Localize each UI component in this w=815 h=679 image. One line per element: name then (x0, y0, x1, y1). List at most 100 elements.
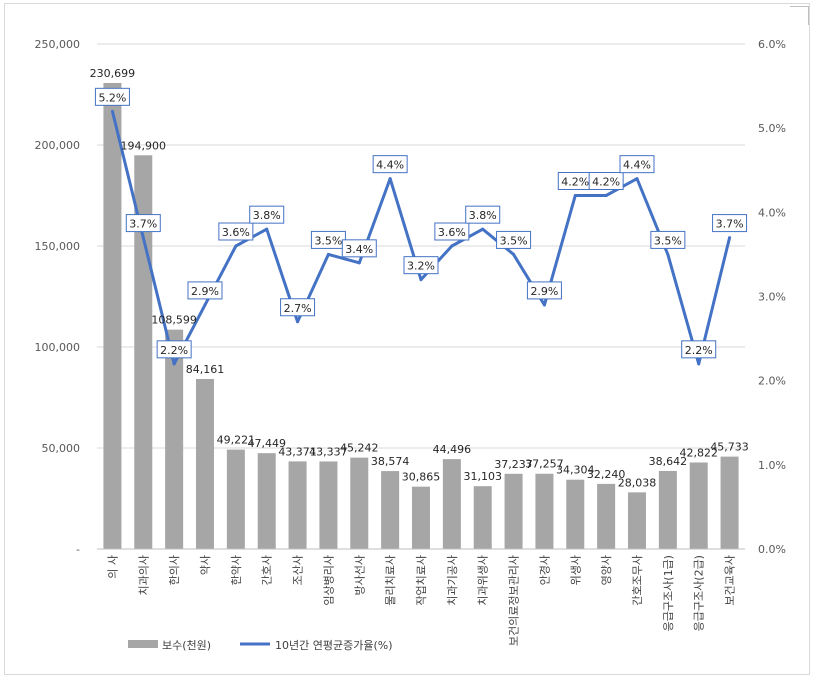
bar (628, 492, 646, 549)
line-data-label: 4.4% (623, 159, 651, 172)
bar-data-label: 38,642 (649, 455, 688, 468)
x-category-label: 의 사 (106, 555, 119, 579)
bar-data-label: 44,496 (433, 443, 472, 456)
legend-bar-swatch (128, 640, 158, 648)
line-point (172, 362, 176, 366)
bar-data-label: 45,242 (340, 442, 379, 455)
x-category-label: 응급구조사(1급) (662, 555, 675, 631)
line-data-label: 2.7% (284, 302, 312, 315)
bar (535, 473, 554, 549)
line-point (573, 194, 577, 197)
line-label-box (94, 87, 130, 106)
line-point (666, 252, 670, 256)
bar-data-label: 84,161 (186, 363, 225, 376)
bar (504, 473, 523, 549)
legend-line-label: 10년간 연평균증가율(%) (275, 639, 393, 652)
x-category-label: 조산사 (292, 555, 305, 585)
x-category-label: 임상병리사 (322, 555, 335, 606)
x-category-label: 물리치료사 (384, 555, 397, 606)
bar-data-label: 32,240 (587, 468, 626, 481)
line-point (141, 236, 145, 240)
line-label-box (619, 155, 655, 174)
line-label-box (650, 230, 686, 249)
bar (288, 461, 307, 549)
bar (597, 483, 616, 549)
line-point (635, 177, 639, 181)
y-right-tick-label: 6.0% (758, 38, 786, 51)
bar-data-label: 45,733 (710, 441, 749, 454)
line-series (110, 109, 732, 366)
line-label-box (125, 214, 161, 233)
bar (720, 456, 739, 549)
line-label-box (712, 214, 748, 233)
bar (350, 457, 369, 549)
line-data-label: 4.4% (376, 159, 404, 172)
line-label-box (465, 205, 501, 224)
data-labels: 230,699194,900108,59984,16149,22147,4494… (90, 67, 749, 489)
bar (412, 486, 430, 549)
line-point (265, 227, 269, 231)
line-label-box (434, 222, 470, 241)
y-left-tick-label: 250,000 (35, 38, 81, 51)
y-right-tick-label: 1.0% (758, 459, 786, 472)
line-label-box (681, 340, 717, 359)
y-left-tick-label: 100,000 (35, 341, 81, 354)
bar (689, 462, 708, 549)
line-point (728, 236, 732, 240)
bar (566, 479, 585, 549)
bar (442, 459, 461, 549)
bar-data-label: 42,822 (679, 446, 718, 459)
bar-data-label: 38,574 (371, 455, 410, 468)
legend: 보수(천원) 10년간 연평균증가율(%) (128, 638, 393, 652)
line-data-label: 2.2% (160, 344, 188, 357)
line-point (512, 252, 516, 256)
corner-mark (790, 6, 809, 25)
line-data-label: 3.4% (345, 243, 373, 256)
line-data-label: 3.8% (469, 209, 497, 222)
line-data-label: 3.5% (500, 234, 528, 247)
line-data-label: 3.2% (407, 260, 435, 273)
line-point (234, 244, 238, 248)
line-data-label: 5.2% (98, 91, 126, 104)
x-category-label: 영양사 (600, 555, 613, 585)
line-label-box (187, 281, 223, 300)
bar (196, 378, 214, 549)
line-label-box (403, 256, 439, 275)
x-category-label: 간호조무사 (631, 555, 644, 606)
bar-data-label: 230,699 (90, 67, 136, 80)
line-data-label: 3.5% (654, 234, 682, 247)
x-category-label: 응급구조사(2급) (693, 555, 706, 631)
y-left-tick-label: 150,000 (35, 240, 81, 253)
y-left-tick-label: 200,000 (35, 139, 81, 152)
bar-data-label: 31,103 (463, 470, 502, 483)
line-data-label: 2.9% (191, 285, 219, 298)
bar-data-label: 37,257 (525, 458, 564, 471)
line-data-label: 3.6% (438, 226, 466, 239)
x-category-label: 방사선사 (353, 555, 366, 595)
x-category-label: 간호사 (261, 555, 274, 585)
line-point (542, 303, 546, 307)
bar (103, 82, 122, 549)
bar-data-label: 30,865 (402, 471, 441, 484)
bar (257, 453, 276, 549)
x-category-label: 안경사 (538, 555, 551, 585)
y-right-tick-label: 5.0% (758, 122, 786, 135)
bar-data-label: 47,449 (247, 437, 286, 450)
axes: - 50,000 100,000 150,000 200,000 250,000 0.0% 1… (35, 38, 786, 646)
line-label-box (588, 172, 624, 190)
line-data-label: 3.5% (314, 234, 342, 247)
bar-series (103, 82, 739, 549)
line-data-label: 3.6% (222, 226, 250, 239)
x-category-label: 약사 (198, 555, 212, 575)
x-category-label: 한의사 (168, 555, 181, 585)
line-data-label: 3.7% (716, 218, 744, 231)
y-right-tick-label: 4.0% (758, 206, 786, 219)
bar (473, 486, 492, 549)
line-point (450, 244, 454, 248)
x-category-label: 보건교육사 (724, 555, 737, 606)
bar-data-label: 37,237 (494, 458, 533, 471)
x-category-label: 위생사 (569, 555, 582, 585)
line-label-box (249, 205, 285, 224)
line-point (110, 109, 114, 113)
